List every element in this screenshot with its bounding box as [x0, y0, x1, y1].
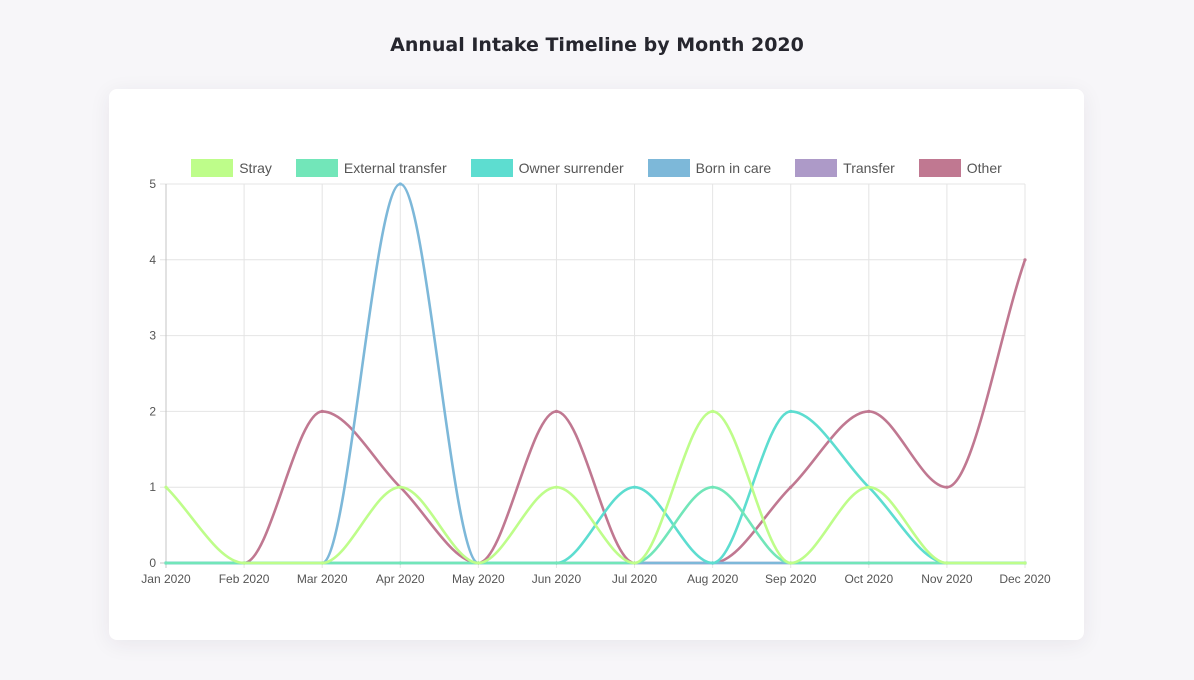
x-tick-label: Oct 2020: [844, 572, 893, 586]
x-tick-label: Jan 2020: [141, 572, 191, 586]
x-tick-label: May 2020: [452, 572, 505, 586]
chart-legend: Stray External transfer Owner surrender Bor…: [109, 158, 1084, 178]
data-point[interactable]: [789, 409, 793, 413]
data-point[interactable]: [164, 485, 168, 489]
x-tick-label: Jul 2020: [612, 572, 658, 586]
x-tick-label: Nov 2020: [921, 572, 973, 586]
legend-swatch: [191, 159, 234, 177]
legend-item[interactable]: Other: [918, 159, 1002, 177]
legend-item[interactable]: Transfer: [795, 159, 895, 177]
x-tick-label: Apr 2020: [376, 572, 425, 586]
legend-item[interactable]: Born in care: [647, 159, 772, 177]
data-point[interactable]: [789, 485, 793, 489]
data-point[interactable]: [554, 561, 559, 565]
data-point[interactable]: [554, 485, 559, 489]
legend-label: Born in care: [695, 160, 772, 176]
legend-swatch: [647, 159, 690, 177]
legend-item[interactable]: External transfer: [295, 159, 447, 177]
y-tick-label: 0: [149, 556, 156, 570]
data-point[interactable]: [867, 409, 871, 413]
legend-label: Other: [966, 160, 1002, 176]
y-tick-label: 1: [149, 480, 156, 494]
data-point[interactable]: [945, 485, 949, 489]
data-point[interactable]: [1023, 258, 1027, 262]
data-point[interactable]: [320, 561, 324, 565]
legend-swatch: [295, 159, 338, 177]
data-point[interactable]: [867, 561, 871, 565]
data-point[interactable]: [398, 485, 402, 489]
x-tick-label: Mar 2020: [297, 572, 348, 586]
data-point[interactable]: [554, 409, 559, 413]
data-point[interactable]: [711, 485, 715, 489]
data-point[interactable]: [320, 409, 324, 413]
legend-swatch: [918, 159, 961, 177]
data-point[interactable]: [711, 561, 715, 565]
legend-label: External transfer: [343, 160, 447, 176]
data-point[interactable]: [867, 485, 871, 489]
data-point[interactable]: [945, 561, 949, 565]
y-tick-label: 3: [149, 329, 156, 343]
y-tick-label: 4: [149, 253, 156, 267]
data-point[interactable]: [711, 409, 715, 413]
series-line: [165, 259, 1027, 565]
x-tick-label: Sep 2020: [765, 572, 817, 586]
legend-label: Owner surrender: [518, 160, 624, 176]
y-tick-label: 5: [149, 177, 156, 191]
data-point[interactable]: [632, 561, 637, 565]
data-point[interactable]: [398, 182, 402, 186]
data-point[interactable]: [1023, 561, 1027, 565]
data-point[interactable]: [398, 561, 402, 565]
legend-swatch: [470, 159, 513, 177]
data-point[interactable]: [242, 561, 246, 565]
legend-label: Stray: [239, 160, 272, 176]
series-line: [165, 182, 1025, 565]
legend-swatch: [795, 159, 838, 177]
page-title: Annual Intake Timeline by Month 2020: [390, 34, 804, 56]
data-point[interactable]: [476, 561, 480, 565]
data-point[interactable]: [164, 561, 168, 565]
data-point[interactable]: [632, 485, 637, 489]
legend-item[interactable]: Owner surrender: [470, 159, 624, 177]
legend-label: Transfer: [843, 160, 895, 176]
data-point[interactable]: [789, 561, 793, 565]
x-tick-label: Aug 2020: [687, 572, 739, 586]
x-tick-label: Dec 2020: [999, 572, 1051, 586]
x-tick-label: Feb 2020: [219, 572, 270, 586]
y-tick-label: 2: [149, 404, 156, 418]
x-tick-label: Jun 2020: [532, 572, 582, 586]
legend-item[interactable]: Stray: [191, 159, 272, 177]
